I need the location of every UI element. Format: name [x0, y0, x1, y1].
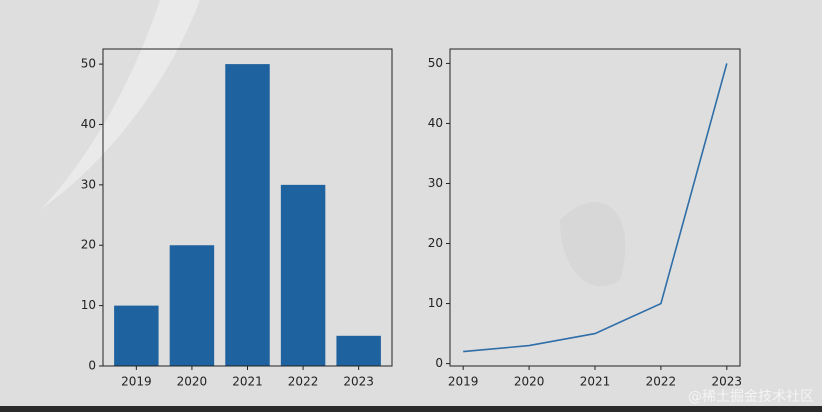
x-tick-label: 2021 — [232, 375, 263, 389]
bar — [225, 64, 270, 366]
y-tick-label: 50 — [81, 57, 96, 71]
axes-frame — [102, 48, 393, 367]
backdrop-art — [560, 202, 626, 287]
y-tick-label: 50 — [428, 56, 443, 70]
axes-frame — [449, 48, 741, 367]
bar — [280, 184, 326, 366]
y-tick-label: 0 — [88, 359, 96, 373]
x-tick-label: 2022 — [288, 375, 319, 389]
bar — [114, 305, 159, 366]
x-tick-label: 2020 — [514, 375, 545, 389]
x-tick-label: 2023 — [343, 375, 374, 389]
y-tick-label: 30 — [428, 176, 443, 190]
x-tick-label: 2020 — [177, 375, 208, 389]
y-tick-label: 40 — [428, 116, 443, 130]
x-tick-label: 2021 — [580, 375, 611, 389]
y-tick-label: 10 — [81, 298, 96, 312]
y-tick-label: 30 — [81, 177, 96, 191]
x-tick-label: 2023 — [712, 375, 743, 389]
bar — [169, 245, 215, 366]
bar — [336, 335, 381, 366]
x-tick-label: 2019 — [121, 375, 152, 389]
x-tick-label: 2019 — [448, 375, 479, 389]
line — [463, 63, 728, 353]
watermark: @稀土掘金技术社区 — [688, 389, 814, 405]
x-tick-label: 2022 — [646, 375, 677, 389]
y-tick-label: 20 — [81, 238, 96, 252]
y-tick-label: 0 — [435, 356, 443, 370]
y-tick-label: 40 — [81, 117, 96, 131]
backdrop-art — [40, 0, 200, 210]
y-tick-label: 10 — [428, 296, 443, 310]
y-tick-label: 20 — [428, 236, 443, 250]
bottom-bar — [0, 406, 822, 412]
